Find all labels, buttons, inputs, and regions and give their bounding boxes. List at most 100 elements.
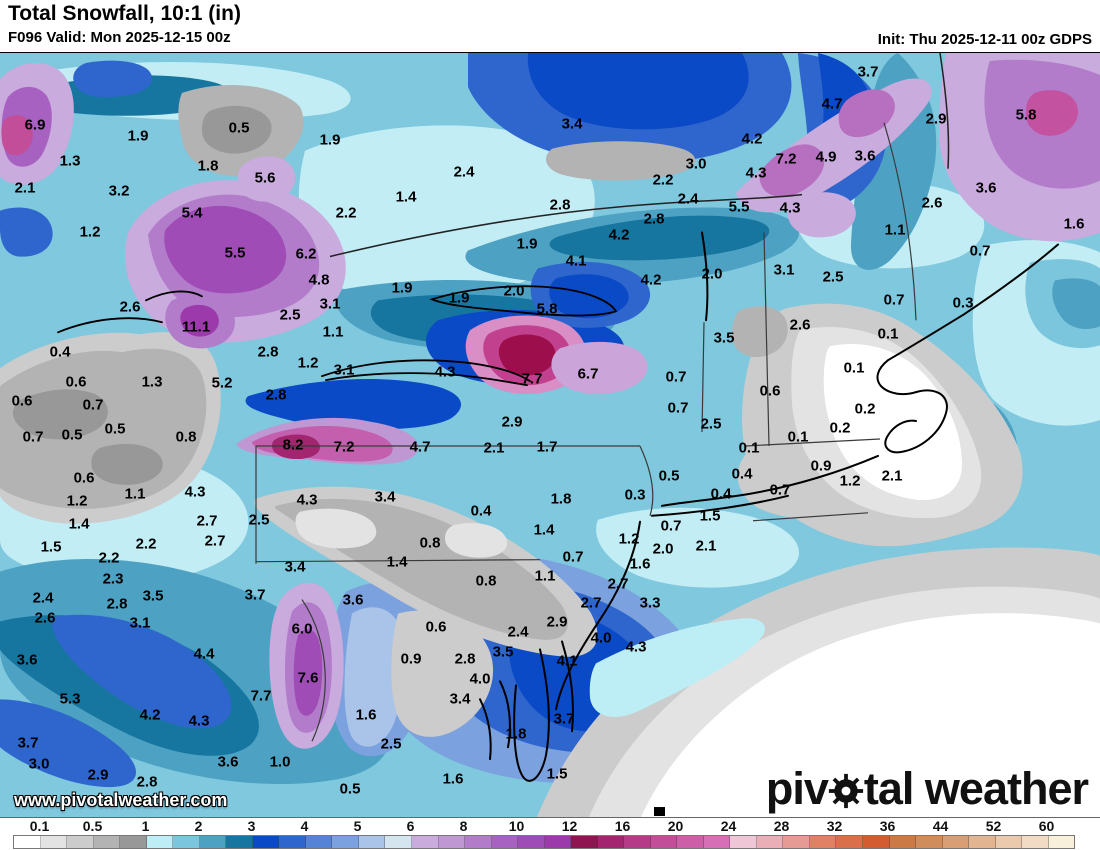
- legend-tick-label: 36: [879, 818, 896, 834]
- value-label: 1.1: [124, 485, 146, 503]
- value-label: 5.5: [224, 244, 246, 262]
- value-label: 2.1: [483, 439, 505, 457]
- legend-cell: [916, 836, 943, 848]
- value-label: 0.1: [877, 325, 899, 343]
- value-label: 2.8: [257, 343, 279, 361]
- legend-tick-label: 16: [614, 818, 631, 834]
- value-label: 0.1: [738, 439, 760, 457]
- value-label: 3.2: [108, 182, 130, 200]
- legend-cell: [279, 836, 306, 848]
- legend-cell: [358, 836, 386, 848]
- legend-tick-label: 10: [508, 818, 525, 834]
- snowfall-legend: 0.1 0.5 1 2 3 4 5 6 8 10 12 16 20 24 28 32 36 44 52 60: [0, 818, 1100, 850]
- value-label: 2.7: [204, 532, 226, 550]
- value-label: 11.1: [181, 318, 211, 336]
- value-label: 4.0: [469, 670, 491, 688]
- value-label: 3.6: [975, 179, 997, 197]
- value-label: 2.0: [503, 282, 525, 300]
- value-label: 0.1: [843, 359, 865, 377]
- value-label: 4.3: [745, 164, 767, 182]
- value-label: 0.7: [769, 481, 791, 499]
- value-label: 4.3: [779, 199, 801, 217]
- legend-cell: [624, 836, 651, 848]
- map-marker: [654, 807, 665, 817]
- legend-cell: [889, 836, 917, 848]
- value-label: 7.2: [333, 438, 355, 456]
- value-label: 1.4: [386, 553, 408, 571]
- legend-cell: [597, 836, 625, 848]
- legend-cell: [995, 836, 1023, 848]
- state-borders: [255, 53, 950, 742]
- value-label: 3.6: [217, 753, 239, 771]
- legend-cell: [650, 836, 678, 848]
- value-label: 0.2: [829, 419, 851, 437]
- value-label: 2.9: [925, 110, 947, 128]
- value-label: 4.7: [821, 95, 843, 113]
- legend-cell: [863, 836, 890, 848]
- value-label: 7.7: [250, 687, 272, 705]
- legend-tick-label: 3: [247, 818, 256, 834]
- value-label: 3.0: [685, 155, 707, 173]
- legend-cell: [677, 836, 704, 848]
- value-label: 0.3: [952, 294, 974, 312]
- legend-cell: [571, 836, 598, 848]
- value-label: 3.5: [142, 587, 164, 605]
- contour-fills: [0, 53, 1100, 817]
- legend-cell: [809, 836, 837, 848]
- legend-tick-label: 24: [720, 818, 737, 834]
- value-label: 7.2: [775, 150, 797, 168]
- legend-tick-label: 0.1: [29, 818, 50, 834]
- value-label: 4.8: [308, 271, 330, 289]
- value-label: 0.6: [11, 392, 33, 410]
- value-label: 0.9: [810, 457, 832, 475]
- legend-tick-label: 32: [826, 818, 843, 834]
- value-label: 2.8: [549, 196, 571, 214]
- value-label: 2.8: [106, 595, 128, 613]
- legend-cell: [756, 836, 784, 848]
- value-label: 2.9: [546, 613, 568, 631]
- value-label: 2.0: [652, 540, 674, 558]
- value-label: 1.2: [66, 492, 88, 510]
- value-label: 2.6: [921, 194, 943, 212]
- legend-tick-label: 44: [932, 818, 949, 834]
- value-label: 4.2: [139, 706, 161, 724]
- map-header: Total Snowfall, 10:1 (in) F096 Valid: Mo…: [0, 0, 1100, 52]
- value-label: 1.5: [546, 765, 568, 783]
- legend-cell: [226, 836, 253, 848]
- legend-cell: [1048, 836, 1075, 848]
- legend-cell: [836, 836, 863, 848]
- value-label: 2.5: [822, 268, 844, 286]
- legend-tick-label: 2: [194, 818, 203, 834]
- value-label: 2.2: [135, 535, 157, 553]
- value-label: 4.2: [640, 271, 662, 289]
- value-label: 0.9: [400, 650, 422, 668]
- value-label: 3.4: [284, 558, 306, 576]
- value-label: 0.4: [731, 465, 753, 483]
- legend-cell: [40, 836, 68, 848]
- value-label: 2.8: [454, 650, 476, 668]
- value-label: 3.7: [17, 734, 39, 752]
- legend-tick-label: 6: [406, 818, 415, 834]
- value-label: 1.3: [141, 373, 163, 391]
- legend-tick-label: 60: [1038, 818, 1055, 834]
- value-label: 2.9: [87, 766, 109, 784]
- legend-colorbar: [13, 835, 1075, 849]
- legend-tick-label: 4: [300, 818, 309, 834]
- value-label: 0.8: [475, 572, 497, 590]
- snowfall-contour-graphic: [0, 53, 1100, 817]
- legend-tick-label: 1: [141, 818, 150, 834]
- value-label: 2.4: [32, 589, 54, 607]
- value-label: 2.4: [507, 623, 529, 641]
- value-label: 2.0: [701, 265, 723, 283]
- map-canvas[interactable]: 6.9 1.9 0.5 1.9 1.3 1.8 5.6 2.1 3.2 5.4 2.2 1.2 5.5 6…: [0, 52, 1100, 818]
- value-label: 1.1: [884, 221, 906, 239]
- value-label: 2.1: [881, 467, 903, 485]
- value-label: 6.9: [24, 116, 46, 134]
- legend-cell: [465, 836, 492, 848]
- value-label: 4.3: [296, 491, 318, 509]
- value-label: 3.3: [639, 594, 661, 612]
- legend-cell: [491, 836, 519, 848]
- value-label: 2.1: [695, 537, 717, 555]
- value-label: 1.4: [533, 521, 555, 539]
- legend-tick-label: 20: [667, 818, 684, 834]
